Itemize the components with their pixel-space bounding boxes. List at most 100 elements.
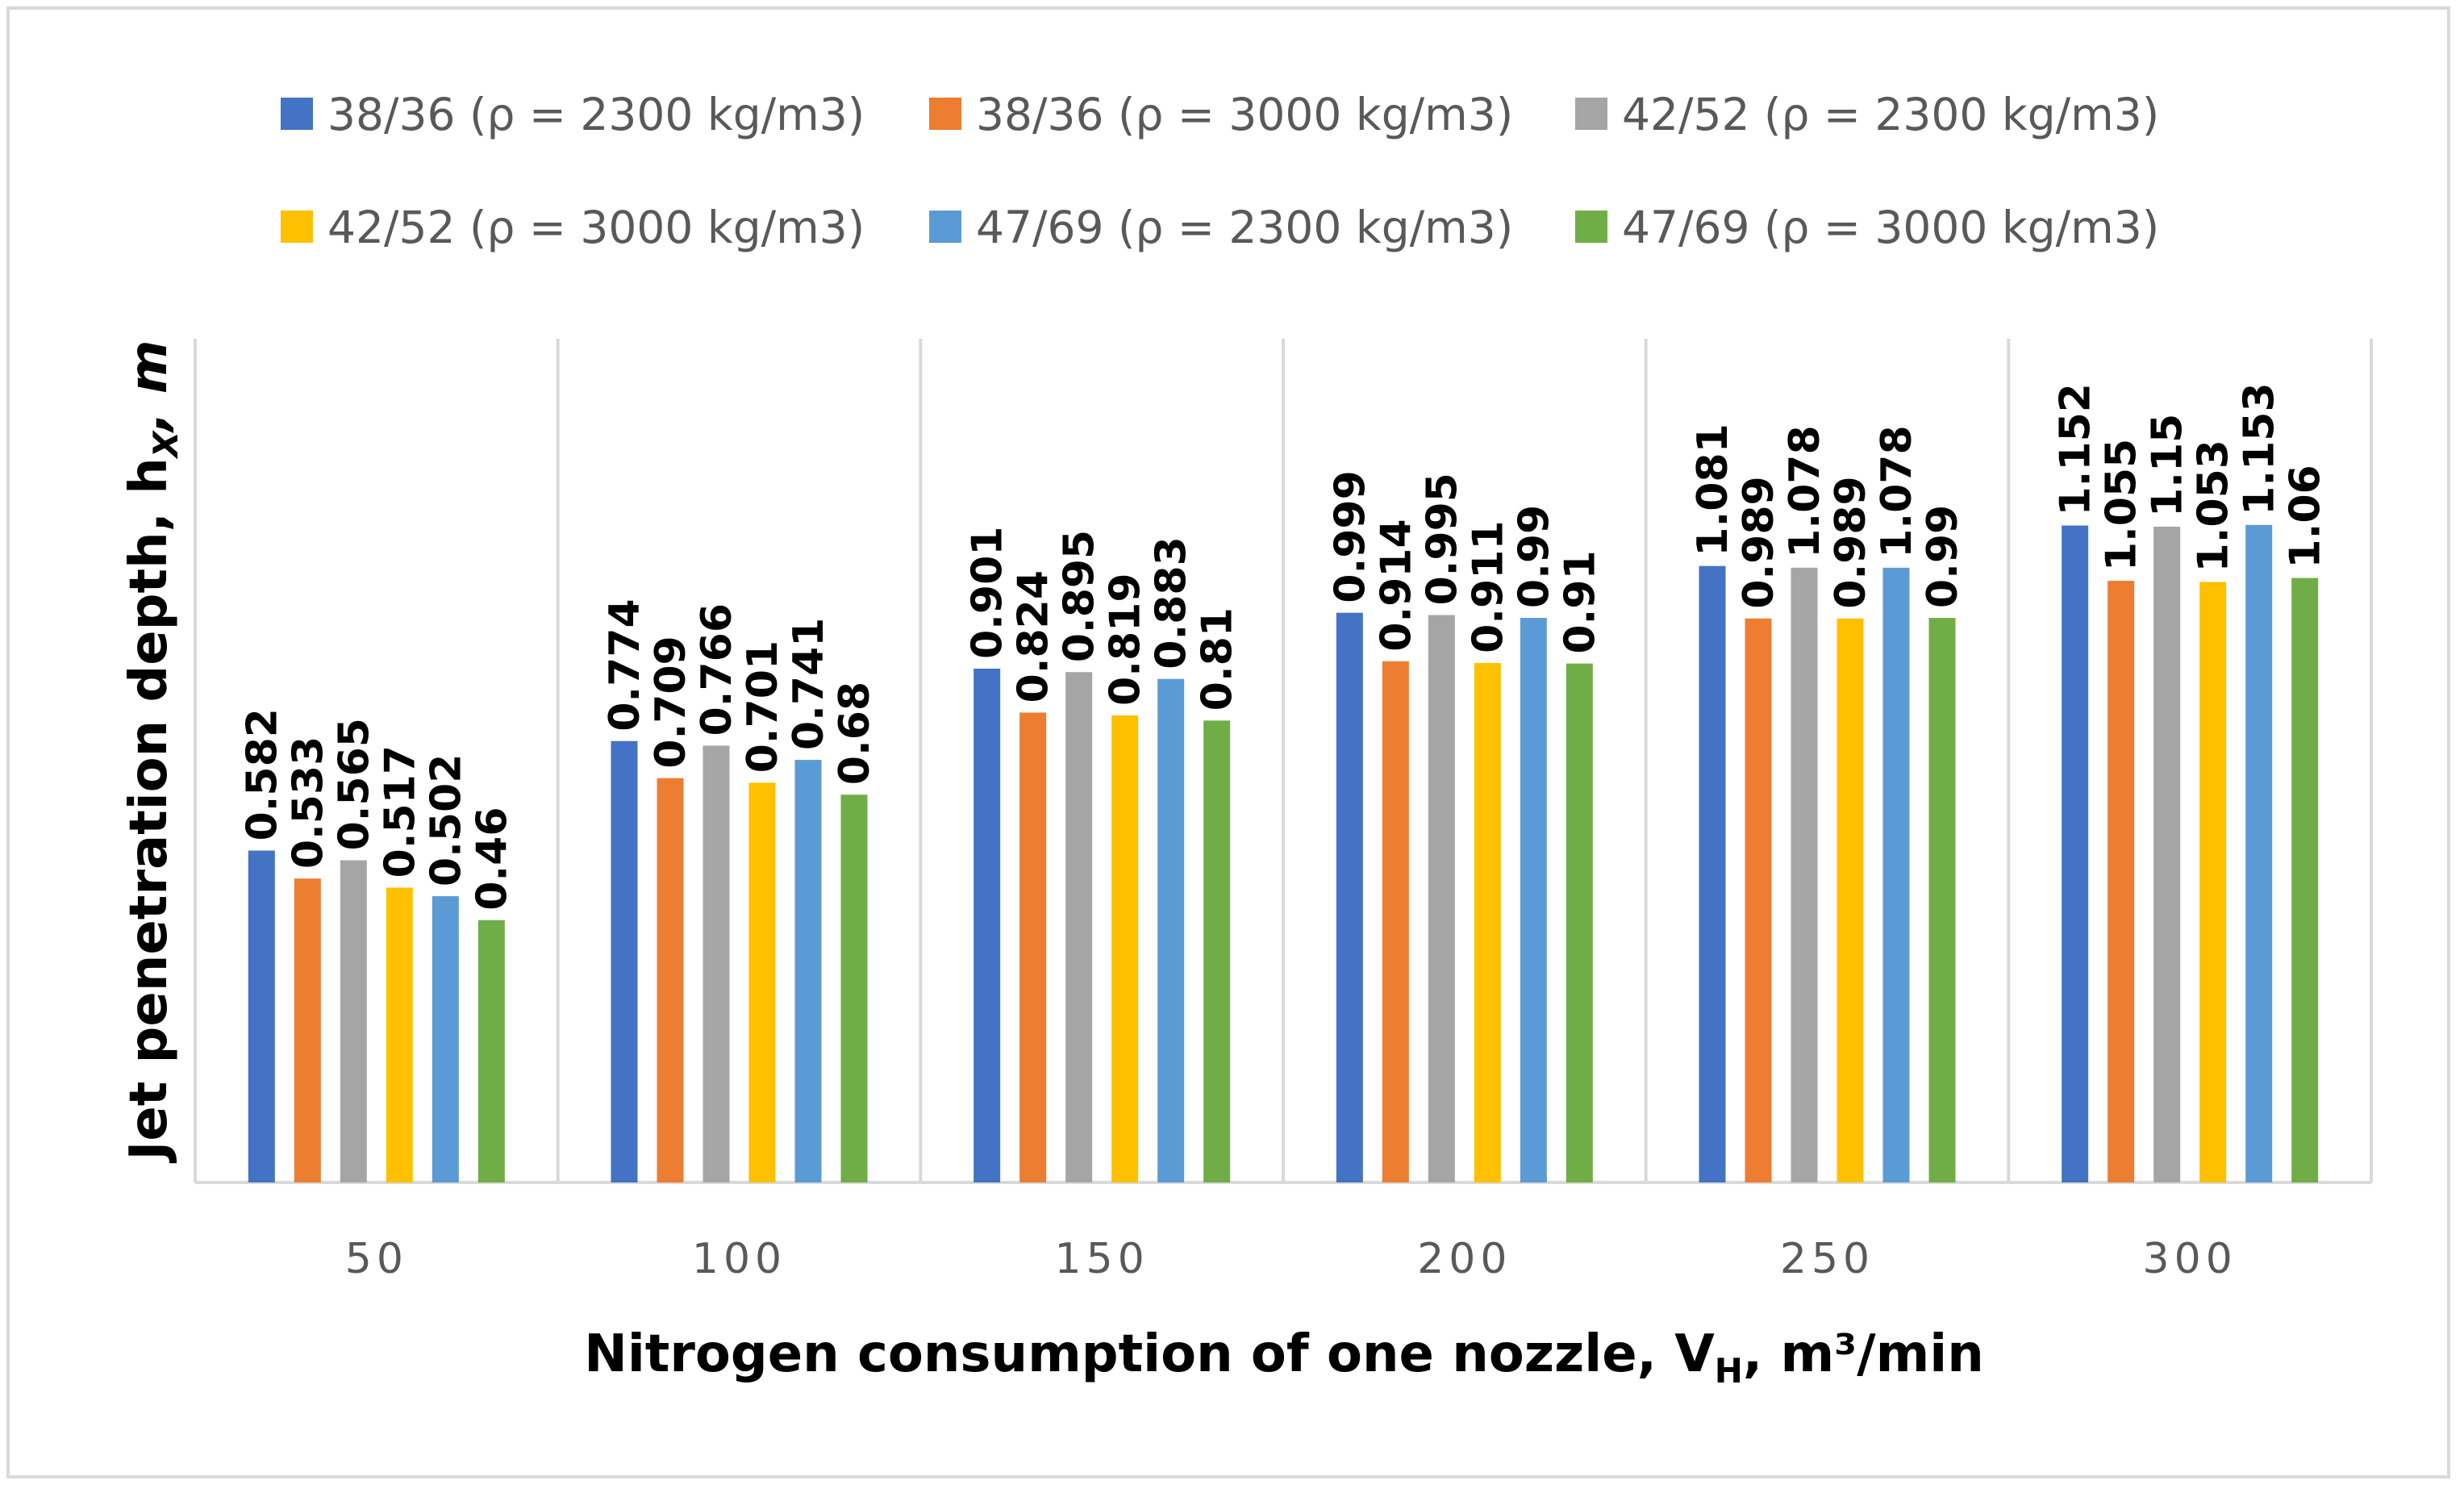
legend-swatch xyxy=(281,211,313,243)
x-tick-label-50: 50 xyxy=(345,1235,408,1283)
bar-150-series-2 xyxy=(1019,712,1047,1182)
bar-300-series-3 xyxy=(2153,526,2181,1182)
legend-item-1: 38/36 (ρ = 2300 kg/m3) xyxy=(281,89,865,140)
data-label-250-series-1: 1.081 xyxy=(1689,423,1737,556)
data-label-250-series-4: 0.989 xyxy=(1827,476,1875,608)
data-label-150-series-3: 0.895 xyxy=(1056,530,1104,662)
data-label-200-series-5: 0.99 xyxy=(1510,505,1558,608)
bar-200-series-3 xyxy=(1428,615,1455,1182)
data-label-100-series-4: 0.701 xyxy=(739,640,787,773)
bar-150-series-1 xyxy=(974,668,1001,1182)
bar-250-series-2 xyxy=(1745,618,1772,1182)
bar-100-series-2 xyxy=(657,778,684,1182)
data-label-250-series-6: 0.99 xyxy=(1919,505,1967,608)
bar-100-series-4 xyxy=(748,782,776,1182)
bar-250-series-3 xyxy=(1791,567,1818,1182)
data-labels: 0.5820.5330.5650.5170.5020.460.7740.7090… xyxy=(238,382,2329,910)
bar-100-series-6 xyxy=(840,794,868,1182)
bar-200-series-2 xyxy=(1382,661,1409,1182)
data-label-300-series-5: 1.153 xyxy=(2236,382,2284,515)
x-tick-labels: 50 100 150 200 250 300 xyxy=(345,1235,2237,1283)
bar-100-series-5 xyxy=(794,760,822,1182)
data-label-100-series-1: 0.774 xyxy=(601,598,649,731)
data-label-250-series-5: 1.078 xyxy=(1873,425,1921,557)
data-label-100-series-5: 0.741 xyxy=(785,618,833,750)
bar-50-series-3 xyxy=(340,860,367,1182)
legend: 38/36 (ρ = 2300 kg/m3) 38/36 (ρ = 3000 kg… xyxy=(281,89,2159,253)
data-label-300-series-1: 1.152 xyxy=(2052,383,2100,515)
bar-200-series-6 xyxy=(1566,663,1593,1182)
data-label-100-series-6: 0.68 xyxy=(831,682,879,785)
data-label-200-series-3: 0.995 xyxy=(1418,473,1466,605)
legend-label: 42/52 (ρ = 3000 kg/m3) xyxy=(327,202,865,253)
bar-200-series-4 xyxy=(1474,662,1501,1182)
bar-300-series-1 xyxy=(2062,525,2089,1182)
data-label-50-series-2: 0.533 xyxy=(284,736,332,869)
x-tick-label-250: 250 xyxy=(1780,1235,1874,1283)
legend-label: 38/36 (ρ = 3000 kg/m3) xyxy=(976,89,1513,140)
legend-swatch xyxy=(1575,98,1607,130)
legend-label: 38/36 (ρ = 2300 kg/m3) xyxy=(327,89,865,140)
bar-250-series-6 xyxy=(1928,618,1956,1182)
legend-item-2: 38/36 (ρ = 3000 kg/m3) xyxy=(929,89,1513,140)
y-axis-title: Jet penetration depth, hX, m xyxy=(119,340,186,1164)
data-label-100-series-3: 0.766 xyxy=(693,603,741,736)
legend-swatch xyxy=(929,211,961,243)
x-tick-label-200: 200 xyxy=(1417,1235,1511,1283)
data-label-300-series-6: 1.06 xyxy=(2282,465,2330,568)
x-tick-label-150: 150 xyxy=(1055,1235,1149,1283)
bar-50-series-1 xyxy=(248,850,275,1182)
bar-50-series-4 xyxy=(386,887,413,1182)
bar-150-series-3 xyxy=(1065,672,1093,1182)
data-label-300-series-4: 1.053 xyxy=(2190,440,2238,572)
data-label-50-series-4: 0.517 xyxy=(376,745,424,878)
bar-100-series-3 xyxy=(703,745,730,1182)
bar-300-series-4 xyxy=(2199,582,2227,1182)
legend-label: 47/69 (ρ = 2300 kg/m3) xyxy=(976,202,1513,253)
bar-250-series-5 xyxy=(1882,567,1910,1182)
x-axis-title: Nitrogen consumption of one nozzle, VH, … xyxy=(584,1324,1984,1391)
data-label-200-series-6: 0.91 xyxy=(1556,550,1604,653)
legend-item-5: 47/69 (ρ = 2300 kg/m3) xyxy=(929,202,1513,253)
bar-150-series-6 xyxy=(1203,720,1231,1182)
data-label-300-series-2: 1.055 xyxy=(2098,439,2146,571)
data-label-50-series-1: 0.582 xyxy=(238,708,286,840)
legend-swatch xyxy=(281,98,313,130)
legend-label: 47/69 (ρ = 3000 kg/m3) xyxy=(1622,202,2159,253)
x-tick-label-300: 300 xyxy=(2143,1235,2237,1283)
bar-300-series-6 xyxy=(2291,578,2319,1182)
data-label-200-series-1: 0.999 xyxy=(1326,470,1374,603)
data-label-200-series-2: 0.914 xyxy=(1372,519,1420,651)
bars xyxy=(248,524,2319,1182)
data-label-300-series-3: 1.15 xyxy=(2144,414,2192,517)
bar-50-series-2 xyxy=(294,878,321,1182)
data-label-150-series-1: 0.901 xyxy=(964,527,1012,659)
legend-swatch xyxy=(1575,211,1607,243)
bar-200-series-1 xyxy=(1336,612,1363,1182)
data-label-50-series-6: 0.46 xyxy=(468,807,516,910)
bar-200-series-5 xyxy=(1520,618,1547,1182)
legend-swatch xyxy=(929,98,961,130)
data-label-200-series-4: 0.911 xyxy=(1464,520,1512,653)
data-label-150-series-5: 0.883 xyxy=(1148,536,1196,669)
bar-300-series-5 xyxy=(2245,524,2273,1182)
bar-150-series-5 xyxy=(1157,678,1185,1182)
legend-label: 42/52 (ρ = 2300 kg/m3) xyxy=(1622,89,2159,140)
data-label-250-series-2: 0.989 xyxy=(1735,476,1783,608)
data-label-250-series-3: 1.078 xyxy=(1781,425,1829,557)
bar-250-series-1 xyxy=(1699,565,1726,1182)
legend-item-3: 42/52 (ρ = 2300 kg/m3) xyxy=(1575,89,2159,140)
data-label-150-series-6: 0.81 xyxy=(1194,607,1242,711)
bar-50-series-5 xyxy=(432,896,459,1182)
data-label-100-series-2: 0.709 xyxy=(647,636,695,768)
data-label-150-series-4: 0.819 xyxy=(1102,573,1150,705)
category-separators xyxy=(194,339,2373,1182)
bar-150-series-4 xyxy=(1111,715,1139,1182)
legend-item-6: 47/69 (ρ = 3000 kg/m3) xyxy=(1575,202,2159,253)
data-label-50-series-5: 0.502 xyxy=(422,754,470,886)
x-tick-label-100: 100 xyxy=(692,1235,786,1283)
bar-50-series-6 xyxy=(477,920,505,1182)
bar-100-series-1 xyxy=(611,740,638,1182)
bar-300-series-2 xyxy=(2108,581,2135,1182)
